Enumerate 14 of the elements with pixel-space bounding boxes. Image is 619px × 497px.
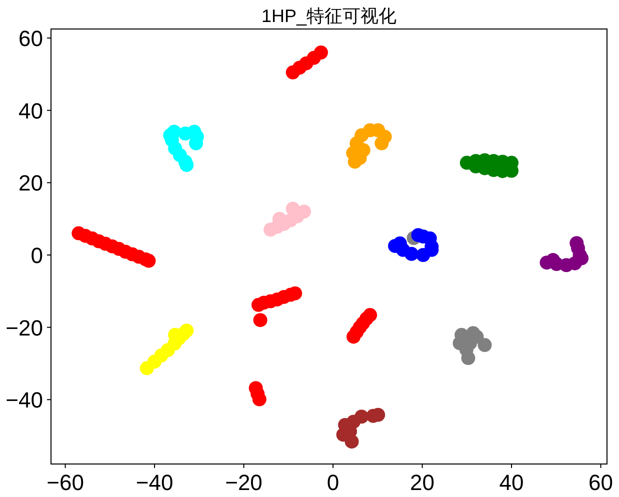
title: 1HP_特征可视化 (261, 6, 397, 26)
x-tick-label: −40 (136, 470, 174, 495)
x-tick-label: 60 (588, 470, 613, 495)
x-tick-label: −60 (46, 470, 84, 495)
y-tick-label: 20 (18, 170, 43, 196)
y-tick-label: −20 (6, 315, 43, 340)
y-tick-label: 60 (18, 26, 43, 52)
x-tick-label: −20 (225, 470, 262, 495)
y-tick-label: 40 (18, 98, 43, 124)
x-tick-label: 40 (499, 470, 524, 495)
y-tick-label: 0 (30, 243, 43, 268)
y-tick-label: −40 (6, 388, 43, 413)
x-tick-label: 0 (326, 470, 340, 495)
x-tick-label: 20 (410, 470, 434, 495)
